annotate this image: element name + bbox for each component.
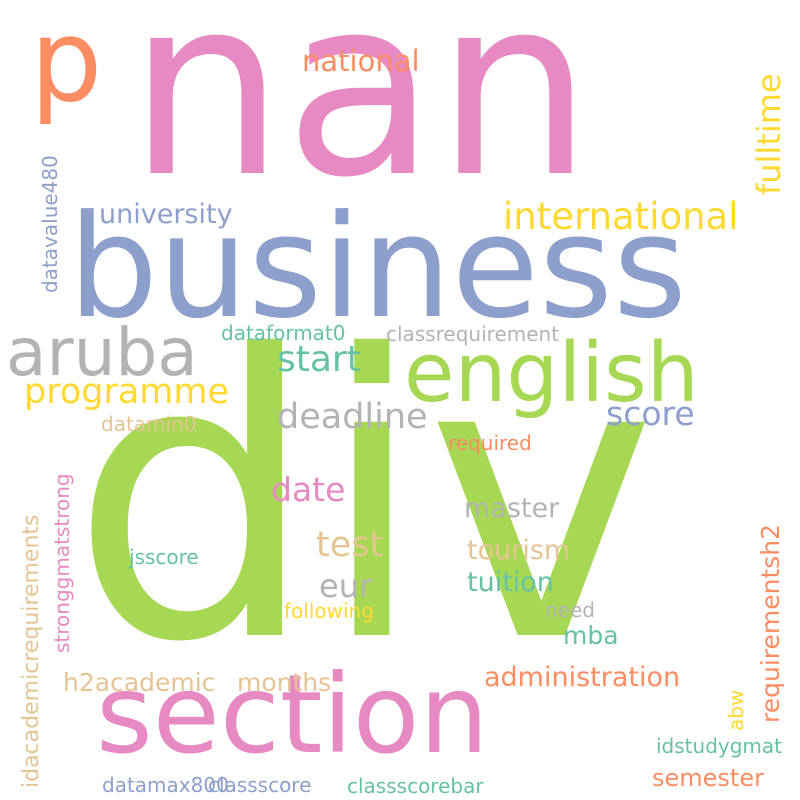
word-idacademicrequirements: idacademicrequirements [19, 514, 44, 789]
word-date: date [271, 470, 346, 509]
word-stronggmatstrong: stronggmatstrong [50, 473, 74, 653]
word-english: english [404, 326, 699, 421]
word-abw: abw [724, 689, 748, 731]
word-tuition: tuition [467, 567, 554, 598]
word-score: score [606, 394, 695, 433]
word-datamax800: datamax800 [102, 773, 229, 797]
word-deadline: deadline [277, 397, 428, 437]
word-months: months [237, 668, 332, 697]
word-master: master [464, 493, 560, 524]
word-university: university [99, 199, 233, 230]
word-classscore: classscore [208, 773, 312, 797]
word-business: business [68, 185, 687, 350]
word-tourism: tourism [467, 535, 571, 566]
word-national: national [302, 44, 420, 78]
word-programme: programme [24, 372, 230, 412]
word-test: test [316, 525, 384, 565]
word-following: following [284, 599, 374, 623]
word-required: required [448, 431, 532, 455]
word-eur: eur [319, 567, 373, 605]
word-mba: mba [563, 621, 619, 650]
word-classrequirement: classrequirement [386, 322, 560, 346]
word-classscorebar: classscorebar [347, 774, 484, 798]
word-jsscore: jsscore [129, 545, 199, 569]
word-datavalue480: datavalue480 [38, 155, 62, 293]
word-semester: semester [652, 764, 764, 792]
word-start: start [277, 339, 361, 380]
word-administration: administration [484, 662, 681, 693]
word-section: section [96, 651, 489, 778]
word-h2academic: h2academic [63, 668, 216, 697]
word-requirementsh2: requirementsh2 [756, 523, 785, 723]
word-p: p [30, 0, 103, 127]
word-dataformat0: dataformat0 [221, 321, 346, 345]
word-need: need [545, 598, 595, 622]
word-international: international [503, 195, 739, 238]
word-div: div [70, 273, 657, 727]
word-fulltime: fulltime [750, 73, 788, 195]
word-idstudygmat: idstudygmat [656, 734, 782, 758]
word-datamin0: datamin0 [101, 412, 197, 436]
word-aruba: aruba [6, 314, 198, 391]
word-nan: nan [128, 0, 593, 232]
